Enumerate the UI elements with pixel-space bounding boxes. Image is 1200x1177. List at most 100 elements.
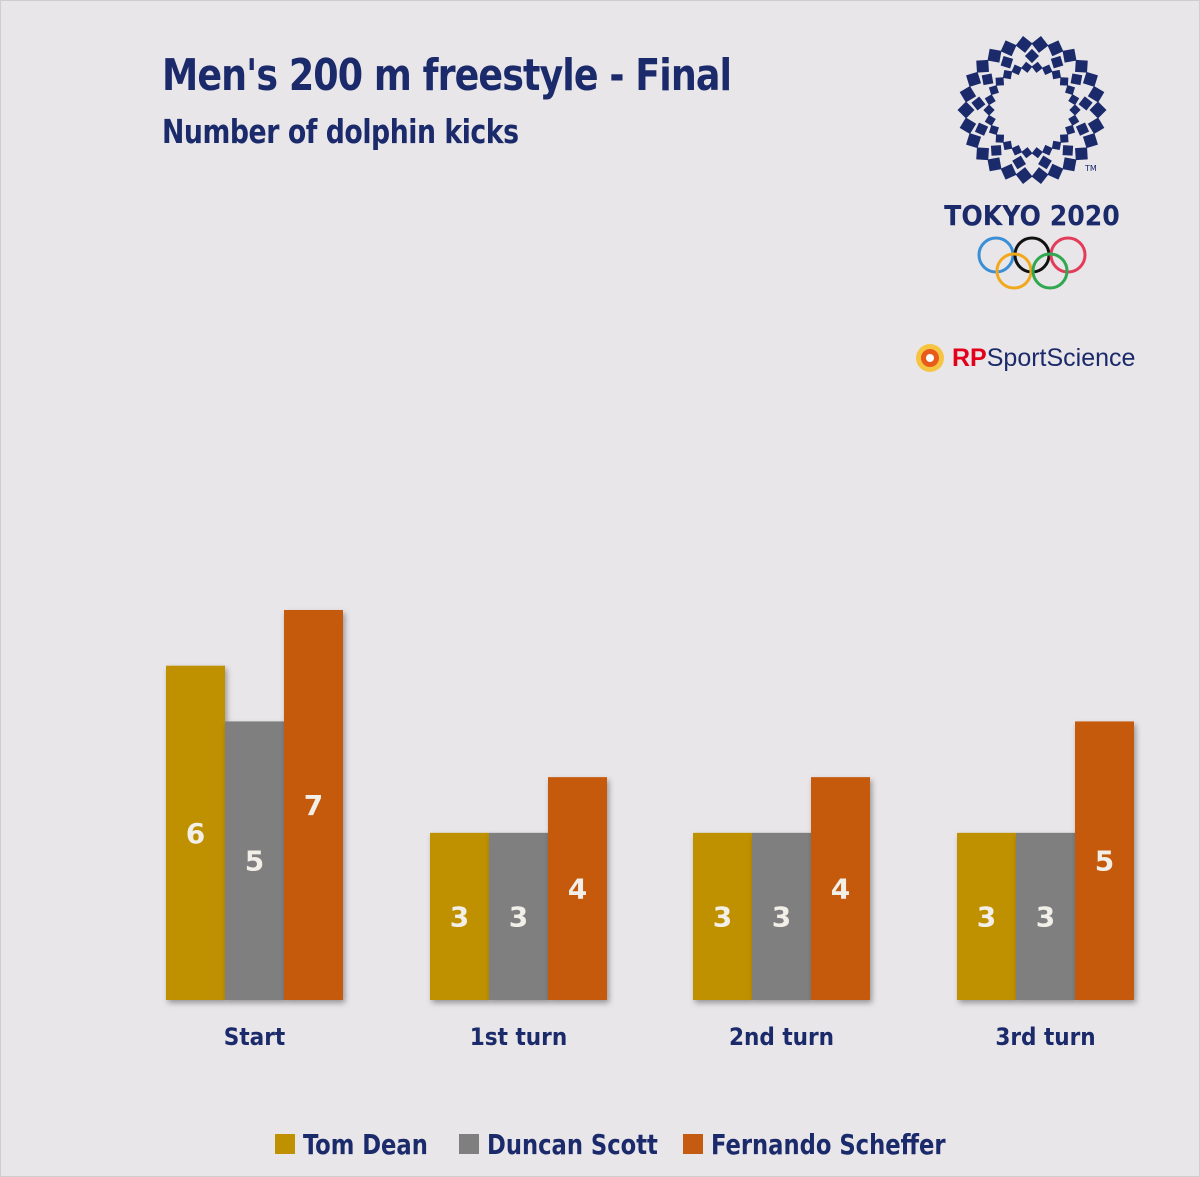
emblem-square [1031, 36, 1049, 53]
legend-item-fernando-scheffer: Fernando Scheffer [683, 1124, 972, 1164]
emblem-square [1012, 155, 1026, 170]
emblem-square [1051, 140, 1062, 150]
x-tick-label-2nd-turn: 2nd turn [729, 1023, 834, 1051]
emblem-square [1075, 147, 1088, 161]
data-label-tom-dean-2nd-turn: 3 [713, 900, 732, 933]
emblem-square [1038, 155, 1052, 170]
emblem-square [959, 117, 977, 135]
emblem-square [1000, 40, 1017, 57]
bar-tom-dean-2nd-turn [693, 832, 752, 1000]
bar-tom-dean-start [166, 665, 225, 1000]
emblem-square [1002, 70, 1013, 80]
emblem-square [984, 114, 996, 126]
data-label-fernando-scheffer-2nd-turn: 4 [831, 873, 850, 906]
emblem-square [1075, 122, 1090, 136]
emblem-square [1011, 64, 1022, 76]
emblem-square [1011, 144, 1023, 156]
rpsportscience-logo: RPSportScience [916, 344, 1136, 372]
x-tick-label-3rd-turn: 3rd turn [995, 1023, 1095, 1051]
emblem-square [1047, 40, 1064, 57]
emblem-square [1000, 55, 1014, 69]
checkered-ring-emblem [957, 36, 1107, 184]
emblem-square [976, 59, 989, 73]
brand-name-suffix: SportScience [987, 344, 1136, 372]
emblem-square [1082, 133, 1098, 149]
emblem-square [1051, 69, 1062, 80]
emblem-square [1082, 71, 1098, 87]
legend-swatch [459, 1134, 479, 1154]
emblem-square [1065, 84, 1076, 95]
bar-fernando-scheffer-1st-turn [548, 777, 607, 1000]
x-tick-label-1st-turn: 1st turn [470, 1023, 567, 1051]
emblem-square [1087, 117, 1105, 135]
bar-fernando-scheffer-start [284, 610, 343, 1000]
data-label-fernando-scheffer-3rd-turn: 5 [1095, 845, 1114, 878]
emblem-square [983, 104, 995, 116]
emblem-square [981, 73, 994, 86]
bar-tom-dean-3rd-turn [957, 832, 1016, 1000]
brand-name-prefix: RP [952, 344, 987, 372]
x-tick-label-start: Start [224, 1023, 285, 1051]
trademark-mark: TM [1084, 164, 1097, 173]
emblem-square [995, 134, 1005, 143]
legend-item-duncan-scott: Duncan Scott [459, 1124, 677, 1164]
emblem-square [1068, 114, 1080, 126]
bar-duncan-scott-2nd-turn [752, 832, 811, 1000]
emblem-square [1000, 163, 1017, 180]
legend-item-tom-dean: Tom Dean [275, 1124, 442, 1164]
emblem-square [988, 85, 999, 96]
emblem-square [1015, 167, 1033, 184]
emblem-square [966, 133, 982, 149]
legend-label: Duncan Scott [487, 1127, 658, 1161]
legend-swatch [275, 1134, 295, 1154]
bar-fernando-scheffer-3rd-turn [1075, 721, 1134, 1000]
bar-duncan-scott-3rd-turn [1016, 832, 1075, 1000]
x-axis-tick-labels: Start 1st turn 2nd turn 3rd turn [224, 1023, 1096, 1051]
data-label-tom-dean-3rd-turn: 3 [977, 900, 996, 933]
emblem-square [966, 71, 982, 87]
chart-title: Men's 200 m freestyle - Final [162, 50, 732, 101]
emblem-square [1015, 36, 1033, 53]
bar-duncan-scott-1st-turn [489, 832, 548, 1000]
data-label-duncan-scott-2nd-turn: 3 [772, 900, 791, 933]
emblem-square [1087, 85, 1105, 103]
data-label-tom-dean-1st-turn: 3 [450, 900, 469, 933]
emblem-square [1062, 145, 1074, 156]
emblem-square [1078, 96, 1093, 111]
data-label-duncan-scott-1st-turn: 3 [509, 900, 528, 933]
emblem-square [1075, 59, 1088, 73]
emblem-square [987, 157, 1002, 172]
emblem-square [957, 101, 975, 119]
emblem-square [1031, 167, 1049, 184]
chart-subtitle: Number of dolphin kicks [162, 112, 519, 151]
emblem-square [1031, 61, 1043, 73]
bar-fernando-scheffer-2nd-turn [811, 777, 870, 1000]
emblem-square [1047, 163, 1064, 180]
emblem-square [959, 85, 977, 103]
emblem-square [1041, 64, 1053, 76]
emblem-square [974, 122, 989, 136]
data-label-fernando-scheffer-1st-turn: 4 [568, 873, 587, 906]
emblem-square [1070, 73, 1083, 86]
data-label-duncan-scott-3rd-turn: 3 [1036, 900, 1055, 933]
olympic-rings-icon [977, 236, 1087, 290]
emblem-square [1002, 140, 1013, 151]
emblem-square [990, 145, 1002, 156]
legend-swatch [683, 1134, 703, 1154]
emblem-square [1021, 147, 1033, 159]
emblem-square [1062, 157, 1077, 172]
emblem-square [1042, 144, 1053, 156]
sport-science-emblem-icon [916, 344, 944, 372]
emblem-square [1059, 77, 1069, 86]
data-labels-layer: 6 5 7 3 3 4 3 3 4 3 3 5 [186, 789, 1114, 933]
bar-duncan-scott-start [225, 721, 284, 1000]
data-label-fernando-scheffer-start: 7 [304, 789, 323, 822]
tokyo-2020-emblem-logo: TM TOKYO 2020 [944, 36, 1120, 290]
tokyo-2020-wordmark: TOKYO 2020 [944, 199, 1120, 232]
emblem-square [1069, 104, 1081, 116]
legend: Tom Dean Duncan Scott Fernando Scheffer [0, 1124, 1200, 1164]
emblem-square [1065, 124, 1076, 135]
legend-label: Tom Dean [303, 1127, 428, 1161]
emblem-square [1021, 61, 1033, 73]
